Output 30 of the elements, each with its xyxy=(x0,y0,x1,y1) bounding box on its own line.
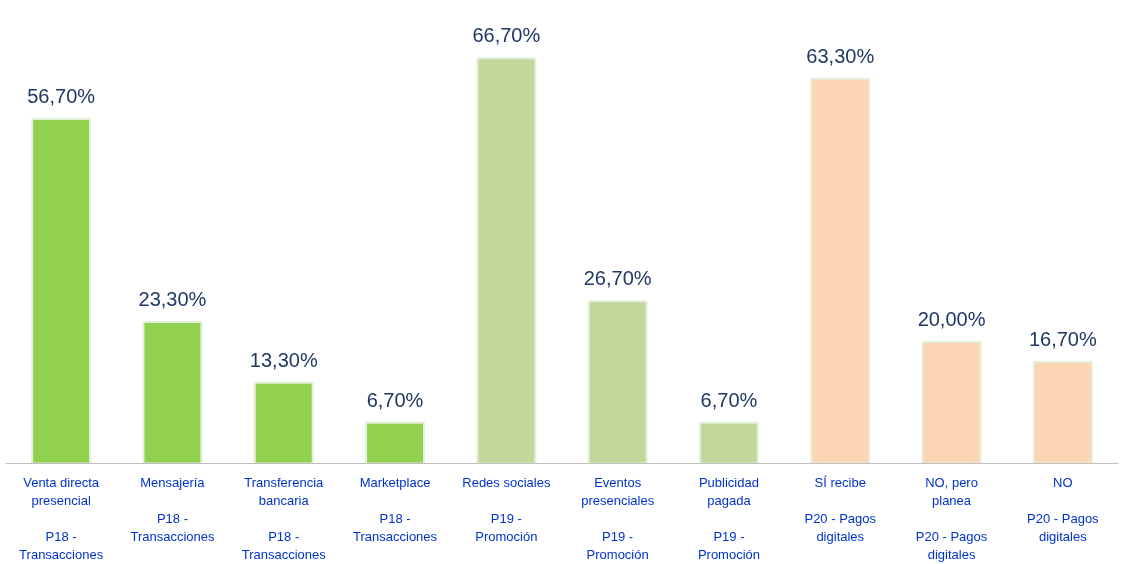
data-label: 63,30% xyxy=(806,44,875,67)
category-label: Transferencia bancaria P18 - Transacciones xyxy=(241,474,326,562)
category-label: Marketplace P18 - Transacciones xyxy=(353,474,438,544)
category-label: Redes sociales P19 - Promoción xyxy=(462,474,551,544)
category-label: NO, pero planea P20 - Pagos digitales xyxy=(915,474,988,562)
bar xyxy=(810,77,871,464)
data-label: 26,70% xyxy=(583,267,652,290)
category-label: Publicidad pagada P19 - Promoción xyxy=(697,474,761,562)
data-label: 6,70% xyxy=(700,388,758,411)
bar xyxy=(921,340,982,464)
bar xyxy=(365,421,425,464)
category-label: Mensajería P18 - Transacciones xyxy=(130,474,215,544)
bar xyxy=(476,57,537,464)
bar xyxy=(1032,361,1093,464)
category-label: Eventos presenciales P19 - Promoción xyxy=(581,474,655,562)
data-label: 56,70% xyxy=(27,84,96,107)
data-label: 6,70% xyxy=(366,388,424,411)
data-label: 66,70% xyxy=(472,24,541,47)
category-label: Venta directa presencial P18 - Transacciones xyxy=(19,474,104,562)
data-label: 16,70% xyxy=(1028,328,1097,351)
bar xyxy=(31,117,92,464)
data-label: 13,30% xyxy=(249,348,318,371)
data-label: 23,30% xyxy=(138,287,207,310)
bar xyxy=(253,381,314,464)
bar xyxy=(587,300,648,464)
category-label: SÍ recibe P20 - Pagos digitales xyxy=(804,474,877,544)
bar xyxy=(142,320,203,464)
category-label: NO P20 - Pagos digitales xyxy=(1027,474,1099,544)
data-label: 20,00% xyxy=(917,307,986,330)
bar xyxy=(699,421,759,464)
